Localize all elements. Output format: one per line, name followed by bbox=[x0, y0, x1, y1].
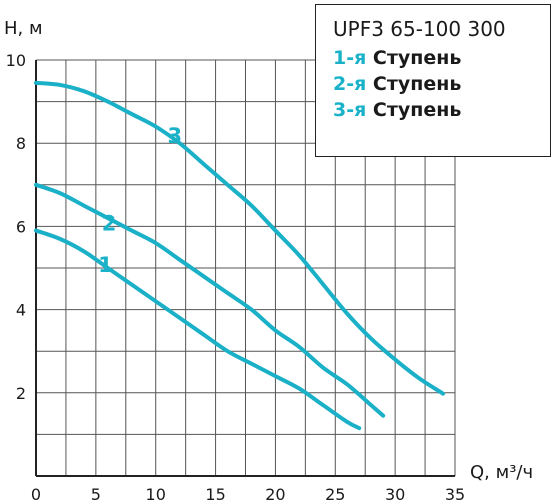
y-tick-label: 2 bbox=[16, 384, 26, 403]
x-axis-title: Q, м³/ч bbox=[470, 462, 533, 483]
tick-labels: 0 5 10 15 20 25 30 35 2 4 6 8 10 bbox=[6, 51, 466, 504]
y-tick-label: 8 bbox=[16, 134, 26, 153]
curve-label-3: 3 bbox=[168, 124, 183, 148]
legend-entry-1: 1-я Ступень bbox=[333, 47, 550, 69]
legend: UPF3 65-100 300 1-я Ступень 2-я Ступень … bbox=[315, 4, 551, 157]
legend-entry-1-text: Ступень bbox=[366, 47, 462, 69]
curve-3 bbox=[34, 80, 446, 396]
x-tick-label: 30 bbox=[385, 485, 405, 504]
x-tick-label: 35 bbox=[445, 485, 465, 504]
x-tick-label: 10 bbox=[146, 485, 166, 504]
curves bbox=[34, 80, 446, 431]
y-tick-label: 6 bbox=[16, 217, 26, 236]
y-tick-label: 10 bbox=[6, 51, 26, 70]
legend-entry-2-num: 2-я bbox=[333, 73, 367, 95]
legend-entry-3-num: 3-я bbox=[333, 99, 367, 121]
curve-1 bbox=[34, 228, 362, 431]
y-tick-label: 4 bbox=[16, 301, 26, 320]
curve-2 bbox=[34, 182, 386, 418]
legend-entry-3: 3-я Ступень bbox=[333, 99, 550, 121]
curve-labels: 1 2 3 bbox=[98, 124, 182, 277]
curve-label-2: 2 bbox=[102, 212, 117, 236]
x-tick-label: 15 bbox=[205, 485, 225, 504]
legend-entry-1-num: 1-я bbox=[333, 47, 367, 69]
legend-title: UPF3 65-100 300 bbox=[333, 17, 506, 41]
y-axis-title: Н, м bbox=[4, 18, 43, 39]
legend-entry-3-text: Ступень bbox=[366, 99, 462, 121]
x-tick-label: 0 bbox=[31, 485, 41, 504]
x-tick-label: 20 bbox=[265, 485, 285, 504]
x-tick-label: 25 bbox=[325, 485, 345, 504]
curve-label-1: 1 bbox=[98, 253, 113, 277]
legend-entry-2-text: Ступень bbox=[366, 73, 462, 95]
legend-entry-2: 2-я Ступень bbox=[333, 73, 550, 95]
axes bbox=[35, 60, 455, 477]
x-tick-label: 5 bbox=[91, 485, 101, 504]
